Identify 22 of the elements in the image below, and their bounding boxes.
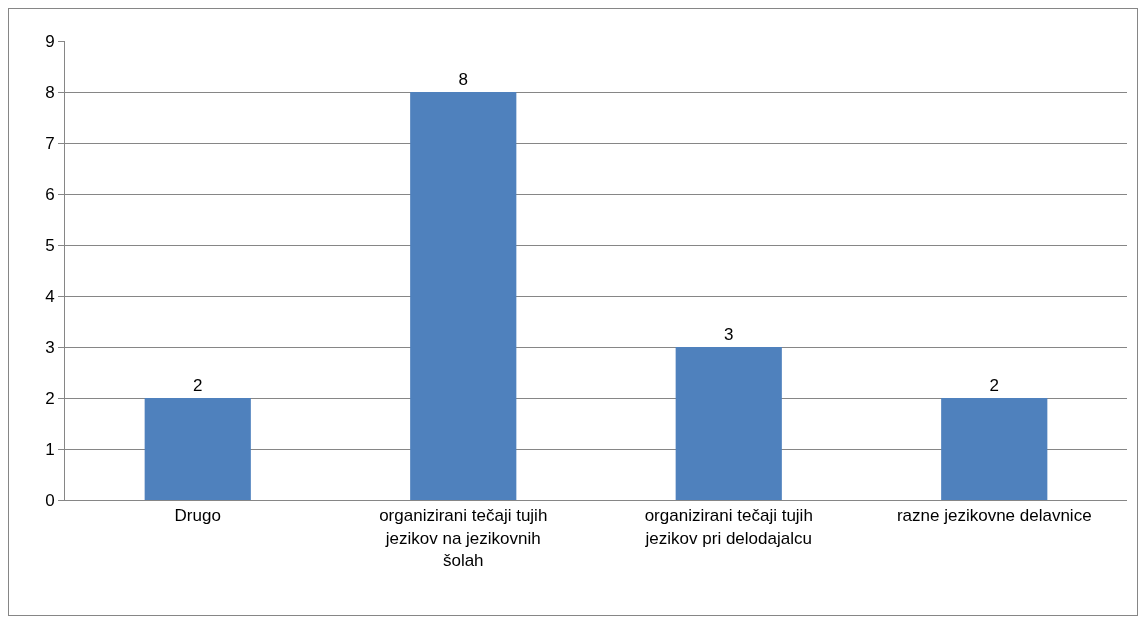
x-tick-label: razne jezikovne delavnice (896, 506, 1092, 526)
y-tick-label: 1 (45, 439, 55, 459)
y-tick-label: 0 (45, 490, 55, 510)
y-tick-label: 9 (45, 31, 55, 51)
x-tick-label: Drugo (174, 506, 221, 526)
bar (675, 347, 782, 500)
bar (144, 398, 251, 500)
x-tick-label: organizirani tečaji tujih jezikov na jezikovnih šolah (379, 506, 548, 570)
y-tick-label: 3 (45, 337, 55, 357)
bar (410, 92, 517, 500)
y-tick-label: 8 (45, 82, 55, 102)
data-label: 8 (458, 70, 468, 89)
y-tick-label: 4 (45, 286, 55, 306)
y-tick-label: 2 (45, 388, 55, 408)
y-tick-label: 7 (45, 133, 55, 153)
y-tick-label: 5 (45, 235, 55, 255)
x-tick-label: organizirani tečaji tujih jezikov pri delodajalcu (644, 506, 813, 548)
data-label: 3 (724, 325, 734, 344)
bar (941, 398, 1048, 500)
data-label: 2 (989, 376, 999, 395)
y-tick-label: 6 (45, 184, 55, 204)
data-label: 2 (193, 376, 203, 395)
